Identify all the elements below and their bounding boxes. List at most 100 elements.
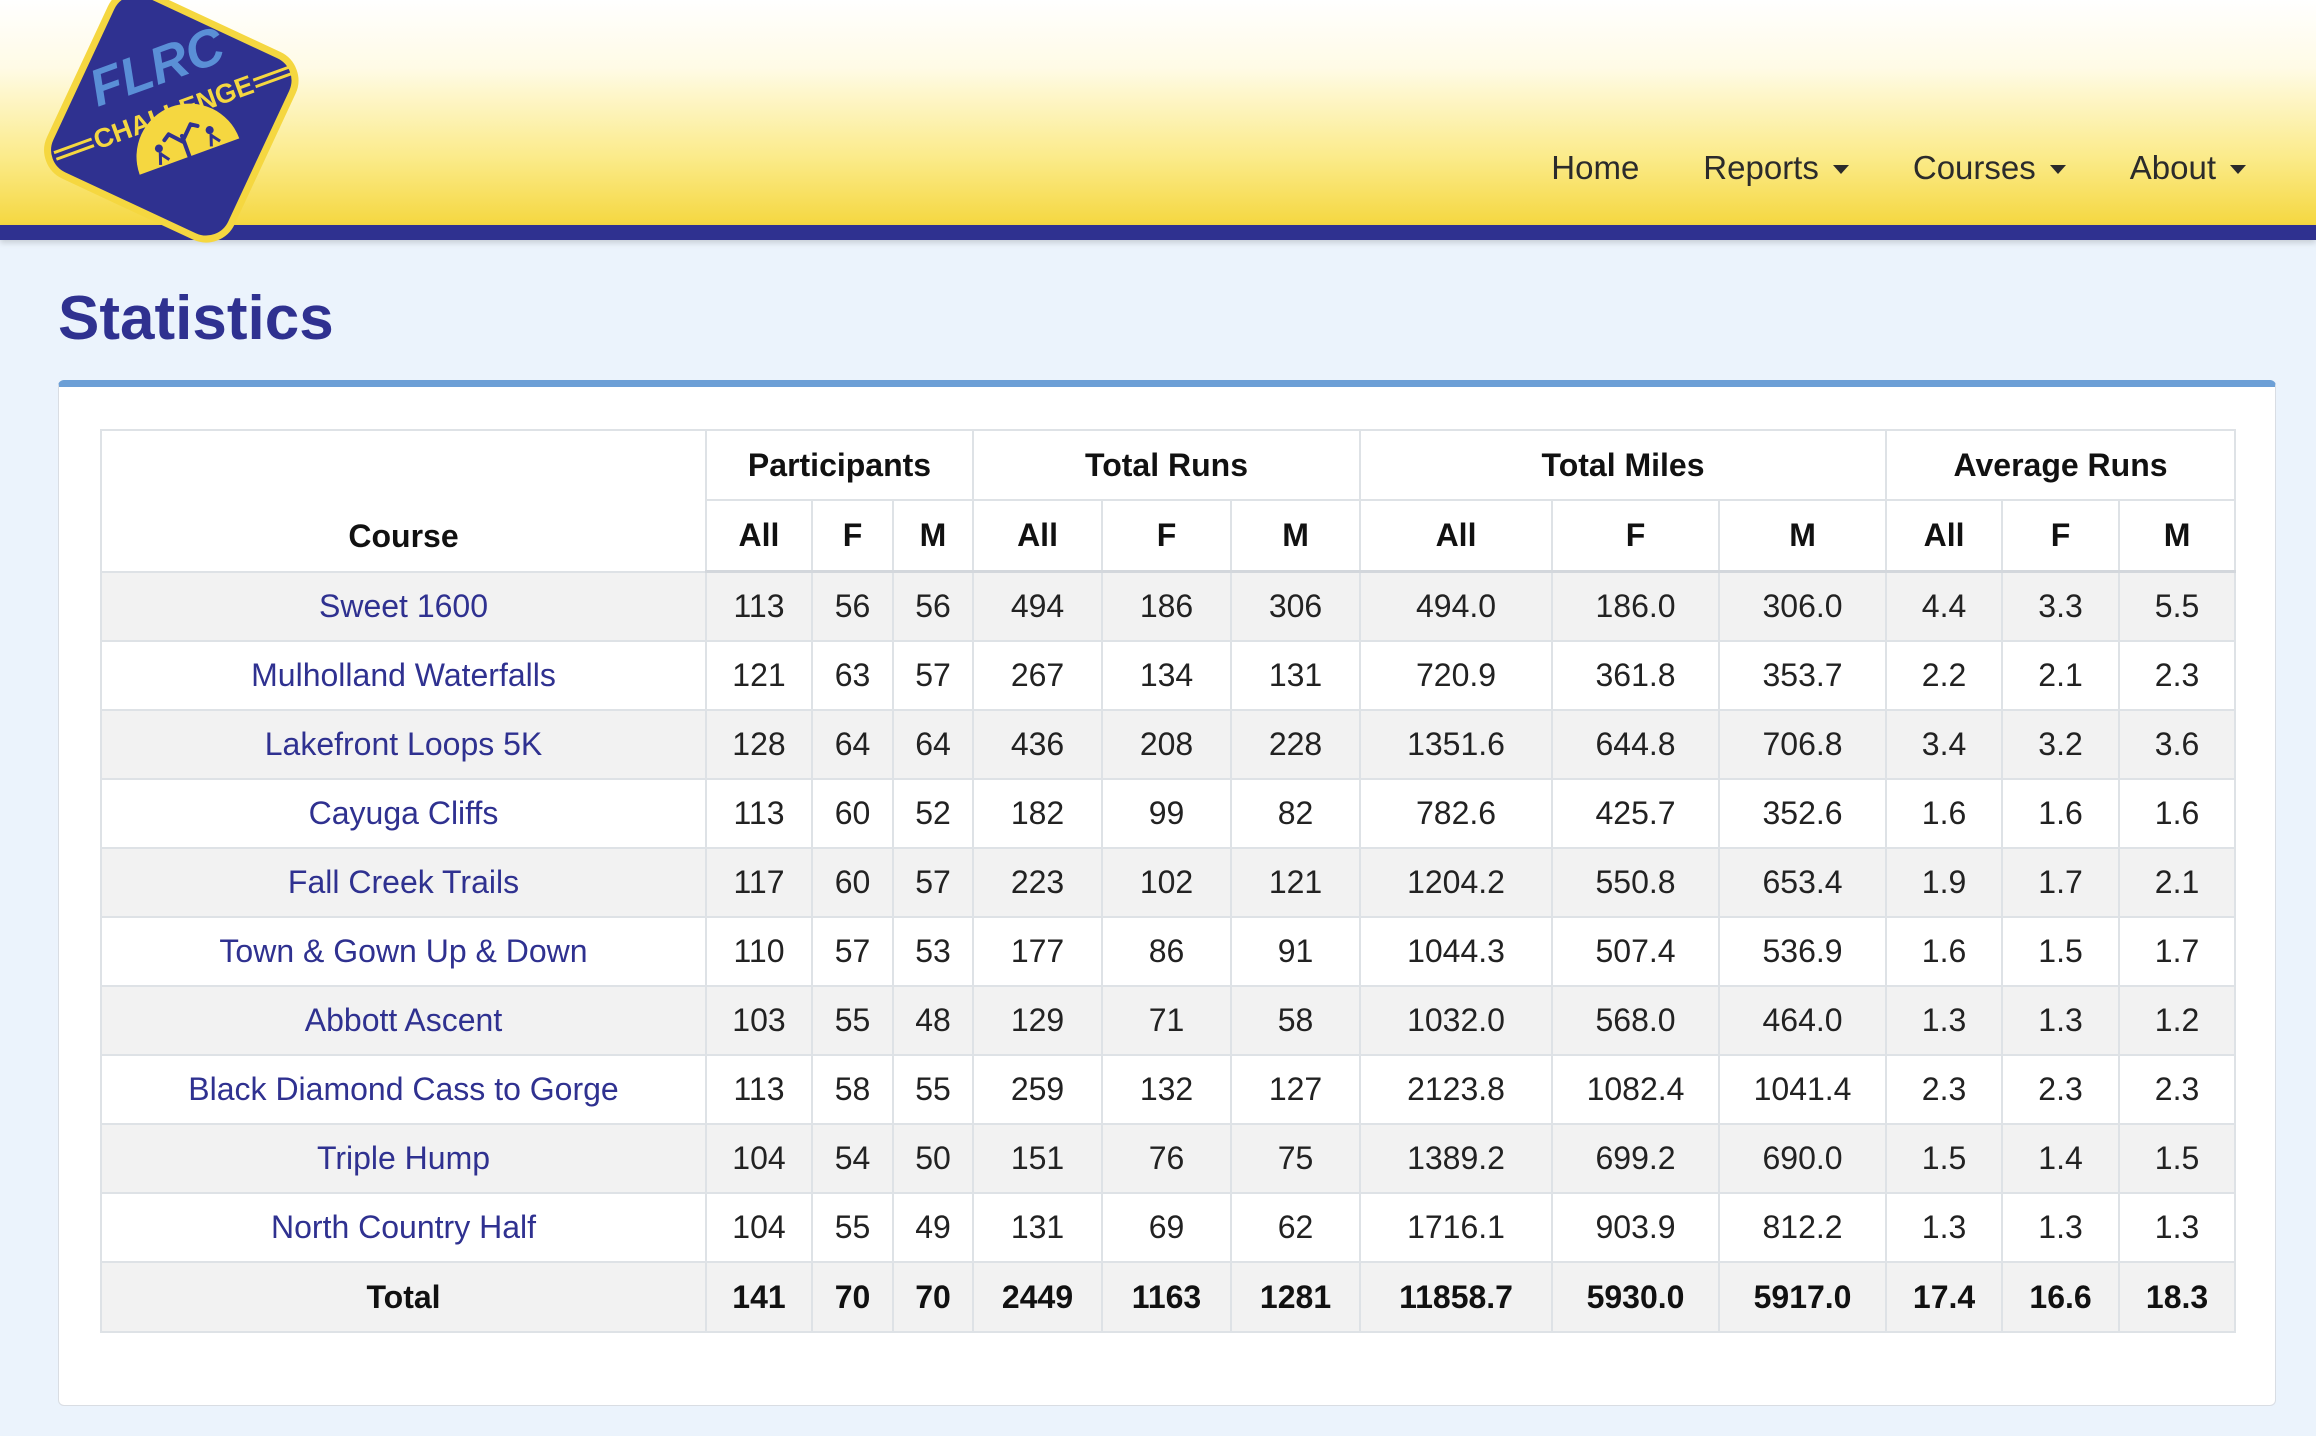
- table-cell: 58: [811, 1054, 894, 1125]
- table-cell: 56: [811, 570, 894, 642]
- table-cell: 69: [1101, 1192, 1233, 1263]
- table-cell: 113: [705, 1054, 813, 1125]
- table-cell: 128: [705, 709, 813, 780]
- table-cell: 425.7: [1551, 778, 1721, 849]
- table-cell: 121: [1230, 847, 1362, 918]
- table-cell: 1041.4: [1718, 1054, 1888, 1125]
- course-cell: Black Diamond Cass to Gorge: [100, 1054, 707, 1125]
- table-cell: 1.5: [2001, 916, 2121, 987]
- course-link[interactable]: Town & Gown Up & Down: [219, 933, 588, 969]
- nav-reports-label: Reports: [1703, 149, 1819, 186]
- table-cell: 1.3: [1885, 985, 2004, 1056]
- course-link[interactable]: Triple Hump: [316, 1140, 491, 1176]
- nav-about-dropdown[interactable]: About: [2130, 149, 2246, 187]
- table-cell: 53: [891, 916, 975, 987]
- table-cell: 1.2: [2118, 985, 2237, 1056]
- course-link[interactable]: Abbott Ascent: [304, 1002, 503, 1038]
- subheader-cell: F: [1101, 499, 1233, 573]
- table-cell: 2.3: [2118, 1054, 2237, 1125]
- table-cell: 361.8: [1551, 640, 1721, 711]
- course-link[interactable]: Black Diamond Cass to Gorge: [188, 1071, 619, 1107]
- table-cell: 4.4: [1885, 570, 2004, 642]
- course-cell: Abbott Ascent: [100, 985, 707, 1056]
- table-cell: 131: [1230, 640, 1362, 711]
- table-row: Triple Hump 104 54 50 151 76 75 1389.2 699.2 690.…: [100, 1123, 2237, 1194]
- table-cell: 103: [705, 985, 813, 1056]
- table-cell: 1.3: [2001, 985, 2121, 1056]
- nav-home[interactable]: Home: [1551, 149, 1639, 187]
- course-link[interactable]: North Country Half: [271, 1209, 536, 1245]
- table-cell: 104: [705, 1123, 813, 1194]
- table-cell: 57: [891, 847, 975, 918]
- table-row: North Country Half 104 55 49 131 69 62 1716.1 90…: [100, 1192, 2237, 1263]
- course-cell: Fall Creek Trails: [100, 847, 707, 918]
- table-cell: 690.0: [1718, 1123, 1888, 1194]
- table-cell: 134: [1101, 640, 1233, 711]
- page-title: Statistics: [58, 284, 334, 353]
- course-link[interactable]: Fall Creek Trails: [287, 864, 520, 900]
- total-cell: 5917.0: [1718, 1261, 1888, 1333]
- table-cell: 186.0: [1551, 570, 1721, 642]
- course-cell: Sweet 1600: [100, 570, 707, 642]
- total-cell: 70: [891, 1261, 975, 1333]
- table-cell: 1.7: [2001, 847, 2121, 918]
- course-link[interactable]: Sweet 1600: [318, 587, 488, 624]
- caret-down-icon: [1832, 164, 1849, 174]
- table-cell: 259: [972, 1054, 1104, 1125]
- table-cell: 507.4: [1551, 916, 1721, 987]
- nav-reports-dropdown[interactable]: Reports: [1703, 149, 1849, 187]
- table-cell: 2123.8: [1359, 1054, 1554, 1125]
- total-row: Total 141 70 70 2449 1163 1281 11858.7 5930.0 59…: [100, 1261, 2237, 1333]
- table-cell: 644.8: [1551, 709, 1721, 780]
- table-cell: 3.6: [2118, 709, 2237, 780]
- table-cell: 568.0: [1551, 985, 1721, 1056]
- table-cell: 54: [811, 1123, 894, 1194]
- table-cell: 60: [811, 778, 894, 849]
- table-cell: 48: [891, 985, 975, 1056]
- table-cell: 353.7: [1718, 640, 1888, 711]
- table-cell: 186: [1101, 570, 1233, 642]
- table-cell: 1389.2: [1359, 1123, 1554, 1194]
- table-cell: 129: [972, 985, 1104, 1056]
- table-cell: 1.4: [2001, 1123, 2121, 1194]
- course-link[interactable]: Cayuga Cliffs: [308, 795, 499, 831]
- table-cell: 1082.4: [1551, 1054, 1721, 1125]
- table-cell: 113: [705, 570, 813, 642]
- table-cell: 2.3: [2001, 1054, 2121, 1125]
- total-cell: 1281: [1230, 1261, 1362, 1333]
- total-cell: 11858.7: [1359, 1261, 1554, 1333]
- table-cell: 1.9: [1885, 847, 2004, 918]
- table-cell: 494: [972, 570, 1104, 642]
- total-cell: 70: [811, 1261, 894, 1333]
- table-cell: 3.3: [2001, 570, 2121, 642]
- table-cell: 62: [1230, 1192, 1362, 1263]
- table-cell: 57: [811, 916, 894, 987]
- course-link[interactable]: Mulholland Waterfalls: [251, 657, 556, 693]
- total-cell: 16.6: [2001, 1261, 2121, 1333]
- table-row: Abbott Ascent 103 55 48 129 71 58 1032.0 568.0 46…: [100, 985, 2237, 1056]
- header-group-total-miles: Total Miles: [1359, 429, 1888, 501]
- table-cell: 2.2: [1885, 640, 2004, 711]
- total-cell: 5930.0: [1551, 1261, 1721, 1333]
- course-link[interactable]: Lakefront Loops 5K: [264, 726, 543, 762]
- header-group-total-runs: Total Runs: [972, 429, 1362, 501]
- table-cell: 812.2: [1718, 1192, 1888, 1263]
- flrc-challenge-logo[interactable]: FLRC CHALLENGE: [18, 0, 328, 270]
- table-row: Lakefront Loops 5K 128 64 64 436 208 228 1351.6…: [100, 709, 2237, 780]
- statistics-card: Course Participants Total Runs Total Mil…: [58, 380, 2276, 1406]
- table-cell: 1.3: [2001, 1192, 2121, 1263]
- table-cell: 58: [1230, 985, 1362, 1056]
- subheader-cell: All: [1359, 499, 1554, 573]
- total-cell: 1163: [1101, 1261, 1233, 1333]
- table-cell: 699.2: [1551, 1123, 1721, 1194]
- statistics-body: Sweet 1600 113 56 56 494 186 306 494.0 186.0 306.…: [100, 570, 2237, 1263]
- table-cell: 132: [1101, 1054, 1233, 1125]
- table-cell: 55: [811, 1192, 894, 1263]
- table-cell: 104: [705, 1192, 813, 1263]
- course-cell: Town & Gown Up & Down: [100, 916, 707, 987]
- table-cell: 494.0: [1359, 570, 1554, 642]
- caret-down-icon: [2230, 164, 2246, 174]
- table-cell: 550.8: [1551, 847, 1721, 918]
- table-cell: 182: [972, 778, 1104, 849]
- nav-courses-dropdown[interactable]: Courses: [1913, 149, 2066, 187]
